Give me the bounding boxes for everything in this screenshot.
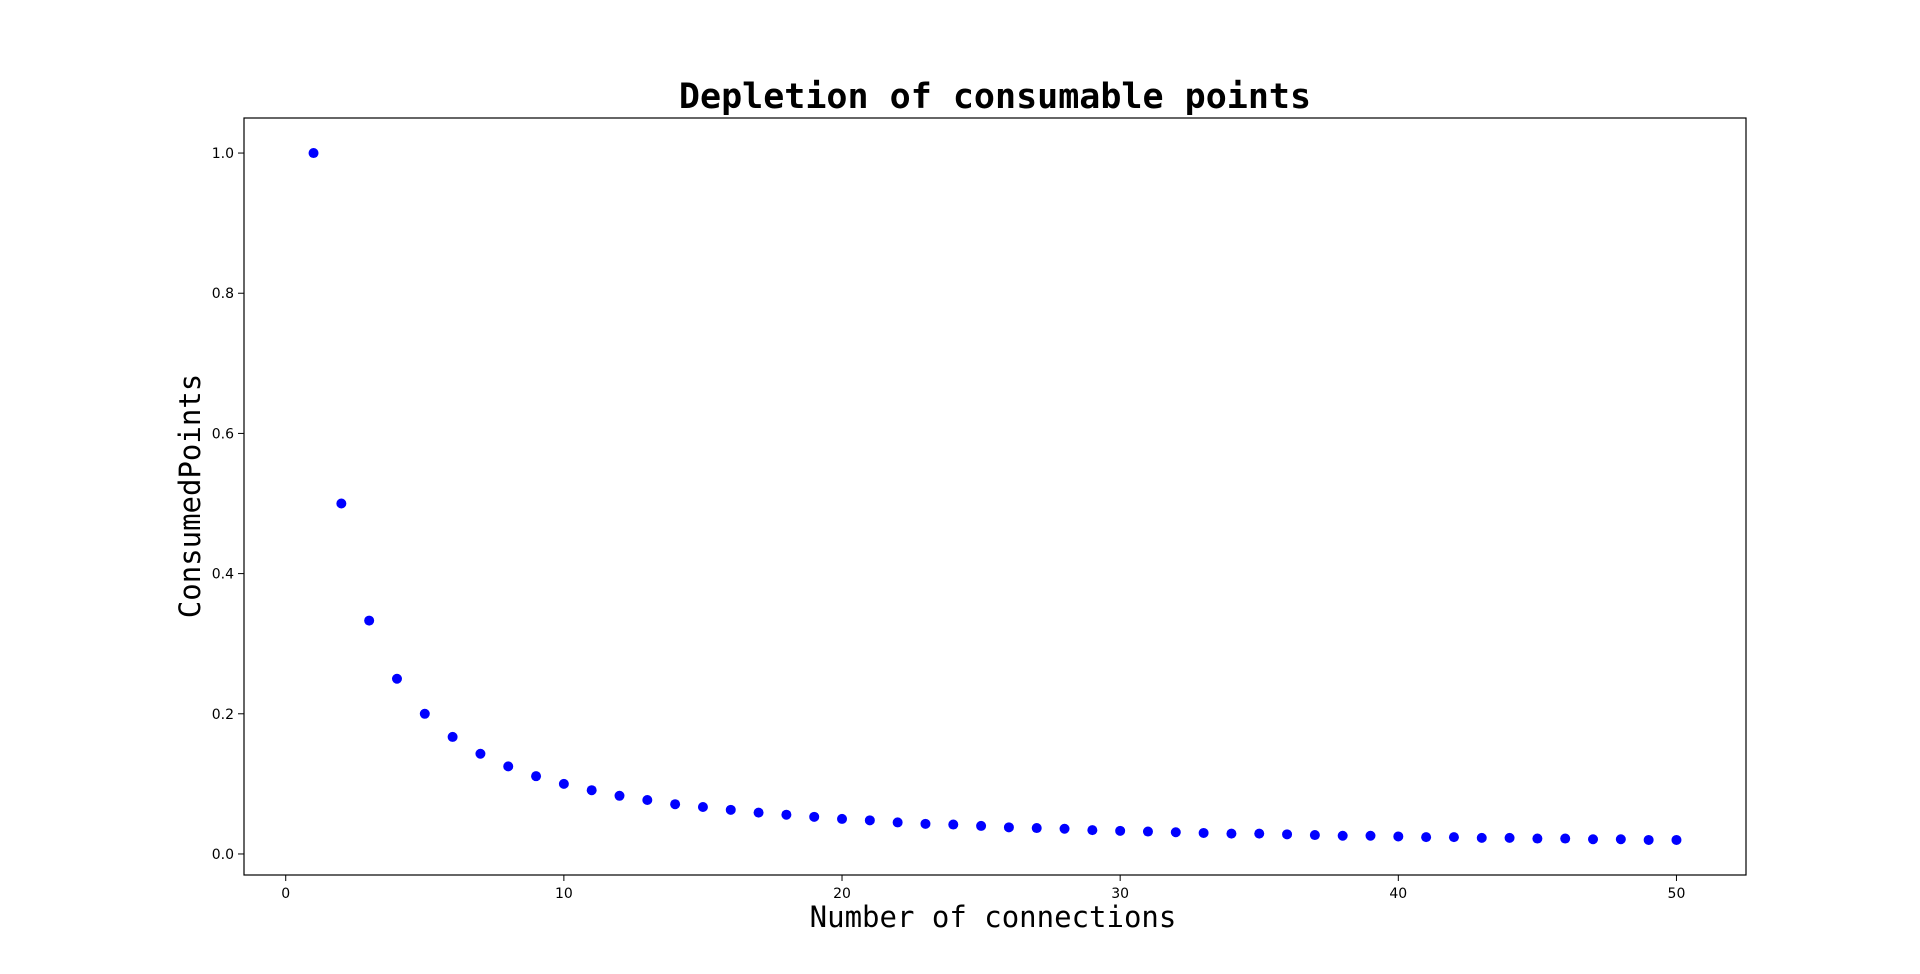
y-tick-label: 0.2 [212,707,234,723]
data-point [419,708,430,719]
data-point [531,771,542,782]
data-point [1170,827,1181,838]
data-point [586,785,597,796]
data-point [1615,834,1626,845]
data-point [336,498,347,509]
data-point [1643,834,1654,845]
data-point [1282,829,1293,840]
y-tick-label: 0.6 [212,426,234,442]
data-point [837,813,848,824]
data-point [1588,834,1599,845]
x-tick-label: 10 [555,886,573,902]
y-tick-label: 0.4 [212,567,234,583]
data-point [948,819,959,830]
data-point [558,778,569,789]
data-point [1532,833,1543,844]
data-point [1309,830,1320,841]
data-point [475,748,486,759]
x-tick-label: 50 [1668,886,1686,902]
x-tick-label: 20 [833,886,851,902]
data-point [1059,823,1070,834]
data-point [1476,832,1487,843]
x-tick-label: 40 [1389,886,1407,902]
data-point [1393,831,1404,842]
data-point [1448,832,1459,843]
data-point [1560,833,1571,844]
y-tick-label: 0.8 [212,286,234,302]
data-point [1115,825,1126,836]
chart-title: Depletion of consumable points [679,77,1311,117]
x-tick-label: 0 [281,886,290,902]
data-point [1504,832,1515,843]
x-axis-label: Number of connections [810,900,1177,934]
data-point [1254,828,1265,839]
data-point [892,817,903,828]
x-axis: 0 10 20 30 40 50 [281,875,1685,902]
data-point [1003,822,1014,833]
data-point [809,811,820,822]
data-point [1337,830,1348,841]
data-point [753,807,764,818]
y-tick-label: 1.0 [212,146,234,162]
data-point [1142,826,1153,837]
data-point [976,820,987,831]
y-axis: 0.0 0.2 0.4 0.6 0.8 1.0 [212,146,244,863]
data-point [614,790,625,801]
y-tick-label: 0.0 [212,847,234,863]
data-point [391,673,402,684]
data-point [447,731,458,742]
data-point [503,761,514,772]
y-axis-label: ConsumedPoints [173,374,207,618]
x-tick-label: 30 [1111,886,1129,902]
data-point [1421,832,1432,843]
data-point [725,804,736,815]
data-point [920,818,931,829]
data-point [781,809,792,820]
data-point [1226,828,1237,839]
data-point [308,148,319,159]
data-points [308,148,1682,845]
data-point [1087,825,1098,836]
plot-area [243,117,1747,876]
data-point [364,615,375,626]
data-point [864,815,875,826]
data-point [697,802,708,813]
data-point [642,795,653,806]
data-point [1365,830,1376,841]
data-point [670,799,681,810]
data-point [1671,834,1682,845]
data-point [1198,827,1209,838]
data-point [1031,823,1042,834]
